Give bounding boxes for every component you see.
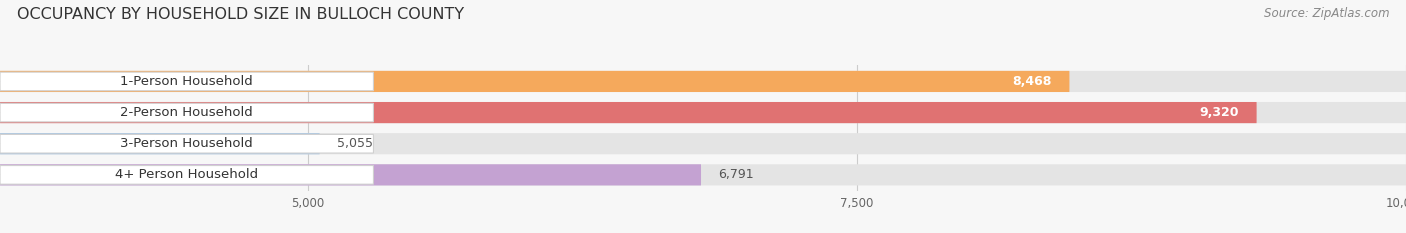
Text: 1-Person Household: 1-Person Household	[121, 75, 253, 88]
FancyBboxPatch shape	[0, 164, 702, 185]
FancyBboxPatch shape	[0, 71, 1070, 92]
FancyBboxPatch shape	[0, 164, 1406, 185]
FancyBboxPatch shape	[0, 103, 374, 122]
FancyBboxPatch shape	[0, 133, 1406, 154]
Text: 5,055: 5,055	[337, 137, 373, 150]
FancyBboxPatch shape	[0, 71, 1406, 92]
Text: OCCUPANCY BY HOUSEHOLD SIZE IN BULLOCH COUNTY: OCCUPANCY BY HOUSEHOLD SIZE IN BULLOCH C…	[17, 7, 464, 22]
Text: 2-Person Household: 2-Person Household	[121, 106, 253, 119]
FancyBboxPatch shape	[0, 133, 319, 154]
Text: Source: ZipAtlas.com: Source: ZipAtlas.com	[1264, 7, 1389, 20]
Text: 9,320: 9,320	[1199, 106, 1239, 119]
Text: 8,468: 8,468	[1012, 75, 1052, 88]
Text: 6,791: 6,791	[718, 168, 754, 181]
FancyBboxPatch shape	[0, 72, 374, 91]
FancyBboxPatch shape	[0, 102, 1257, 123]
FancyBboxPatch shape	[0, 134, 374, 153]
FancyBboxPatch shape	[0, 166, 374, 184]
FancyBboxPatch shape	[0, 102, 1406, 123]
Text: 3-Person Household: 3-Person Household	[121, 137, 253, 150]
Text: 4+ Person Household: 4+ Person Household	[115, 168, 259, 181]
